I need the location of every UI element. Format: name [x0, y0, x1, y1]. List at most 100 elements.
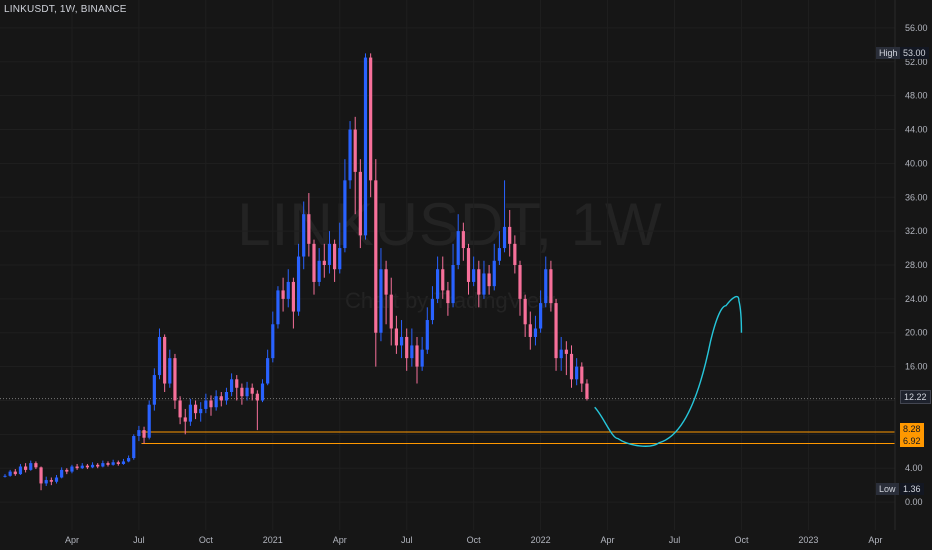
candle-body	[492, 260, 496, 287]
candle-body	[168, 358, 172, 384]
candle	[3, 474, 7, 478]
candle	[497, 231, 501, 265]
candle-body	[446, 290, 450, 304]
candle	[441, 256, 445, 299]
candle	[137, 425, 141, 442]
candle	[255, 390, 259, 431]
candle	[296, 243, 301, 316]
candle-body	[13, 471, 17, 475]
candle	[389, 277, 393, 346]
candle-body	[137, 430, 141, 437]
candle-body	[276, 290, 280, 325]
candle-body	[178, 400, 182, 418]
candle-body	[384, 269, 388, 295]
candle	[157, 328, 162, 380]
candle-body	[240, 387, 244, 397]
candle-body	[142, 430, 146, 438]
x-tick-label: 2021	[263, 535, 283, 545]
candle-body	[101, 463, 105, 467]
candle-body	[281, 290, 285, 299]
x-tick-label: 2022	[531, 535, 551, 545]
candle-body	[322, 260, 326, 265]
candle-body	[554, 303, 558, 359]
candle-body	[183, 417, 187, 422]
candle-body	[24, 466, 28, 470]
candle	[539, 290, 543, 333]
candle-body	[209, 400, 213, 408]
x-tick-label: Apr	[601, 535, 615, 545]
candle-body	[219, 396, 223, 401]
candle	[101, 460, 105, 468]
candle-body	[296, 256, 301, 312]
candle	[204, 393, 208, 414]
candle-body	[415, 345, 419, 367]
candle	[106, 461, 110, 467]
candle-body	[569, 353, 574, 380]
y-tick-label: 20.00	[905, 328, 928, 338]
candle-body	[353, 129, 357, 172]
candle	[472, 256, 476, 287]
candle-body	[224, 392, 229, 401]
candle	[379, 248, 383, 342]
candle-body	[147, 404, 151, 438]
candle	[451, 243, 455, 308]
x-tick-label: Apr	[333, 535, 347, 545]
candle-body	[85, 465, 89, 468]
candle-body	[497, 248, 501, 261]
candle	[152, 368, 156, 411]
candle	[492, 243, 496, 291]
candle-body	[271, 324, 275, 359]
candle	[245, 381, 249, 401]
candle-body	[363, 57, 368, 236]
x-tick-label: Oct	[199, 535, 214, 545]
candle	[554, 298, 558, 371]
candle	[132, 434, 136, 460]
candle	[291, 277, 295, 329]
candle-body	[307, 214, 311, 244]
candle-body	[575, 366, 579, 380]
candle-body	[291, 281, 295, 312]
candle	[214, 390, 218, 411]
candle	[24, 463, 28, 473]
candle-body	[477, 269, 481, 295]
candle	[147, 400, 151, 440]
candle-body	[394, 328, 398, 346]
candle	[358, 159, 362, 249]
candle	[508, 209, 512, 257]
candle	[322, 243, 326, 278]
x-tick-label: Apr	[868, 535, 882, 545]
candle	[13, 469, 17, 476]
candle-body	[152, 375, 156, 405]
candle-body	[18, 466, 23, 475]
y-tick-label: 16.00	[905, 362, 928, 372]
candle	[183, 408, 187, 435]
candle	[224, 387, 229, 405]
candle	[513, 235, 517, 274]
candle	[399, 320, 404, 359]
candle-body	[564, 349, 568, 354]
candle-body	[245, 387, 249, 397]
candle	[209, 395, 213, 416]
candle-body	[420, 349, 424, 367]
candle	[250, 383, 254, 401]
candle-body	[425, 320, 429, 350]
candle-body	[518, 265, 522, 299]
candle	[219, 392, 223, 407]
candle	[142, 426, 146, 444]
candle-body	[374, 180, 378, 333]
candle	[363, 53, 368, 240]
candle	[410, 328, 414, 367]
candle	[49, 477, 53, 486]
candle	[343, 159, 347, 253]
x-axis-ticks: Apr Jul Oct 2021 Apr Jul Oct 2022 Apr Jul Oct 2023 A…	[65, 535, 882, 545]
x-tick-label: 2023	[798, 535, 818, 545]
candle	[65, 468, 69, 475]
candle-body	[441, 269, 445, 291]
x-tick-label: Jul	[401, 535, 413, 545]
x-tick-label: Apr	[65, 535, 79, 545]
candle-body	[456, 231, 460, 265]
candle	[436, 256, 440, 304]
candle-body	[8, 471, 12, 476]
candle-body	[260, 383, 265, 401]
